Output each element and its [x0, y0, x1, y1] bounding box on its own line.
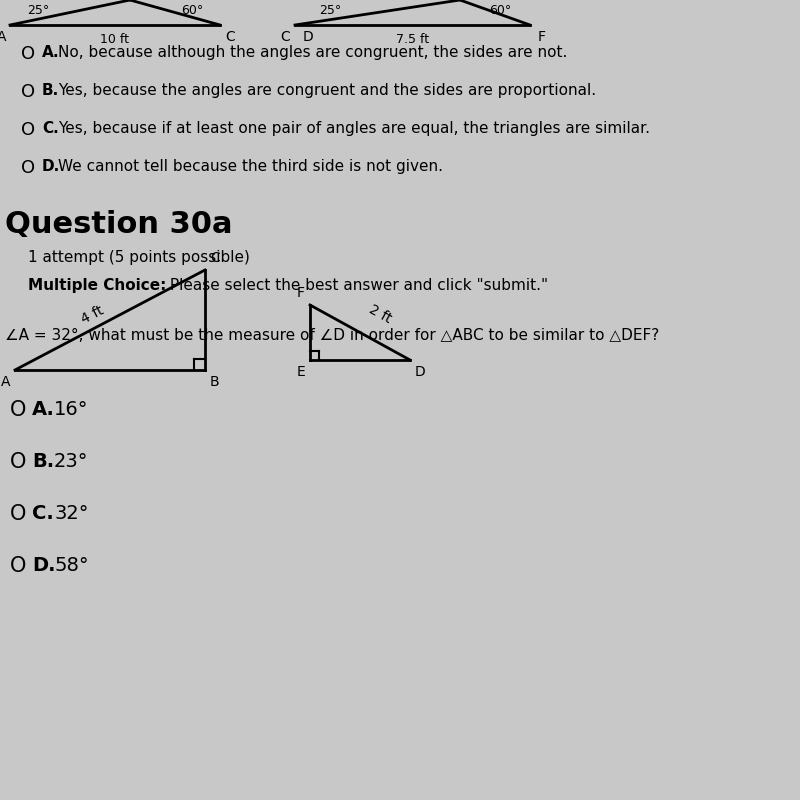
Text: B.: B. — [42, 83, 59, 98]
Text: 7.5 ft: 7.5 ft — [396, 33, 429, 46]
Text: O: O — [21, 159, 35, 177]
Text: O: O — [10, 400, 26, 420]
Text: D: D — [415, 365, 426, 379]
Text: E: E — [296, 365, 305, 379]
Text: 4 ft: 4 ft — [78, 303, 106, 326]
Text: C.: C. — [42, 121, 58, 136]
Text: 2 ft: 2 ft — [366, 302, 394, 326]
Text: 10 ft: 10 ft — [101, 33, 130, 46]
Text: 16°: 16° — [54, 400, 89, 419]
Text: D: D — [303, 30, 314, 44]
Text: O: O — [10, 556, 26, 576]
Text: Yes, because if at least one pair of angles are equal, the triangles are similar: Yes, because if at least one pair of ang… — [58, 121, 650, 136]
Text: O: O — [10, 452, 26, 472]
Text: We cannot tell because the third side is not given.: We cannot tell because the third side is… — [58, 159, 443, 174]
Text: Please select the best answer and click "submit.": Please select the best answer and click … — [165, 278, 548, 293]
Text: 25°: 25° — [27, 4, 49, 17]
Text: O: O — [21, 45, 35, 63]
Text: A.: A. — [42, 45, 60, 60]
Text: A: A — [0, 30, 6, 44]
Text: A.: A. — [32, 400, 55, 419]
Text: F: F — [538, 30, 546, 44]
Text: No, because although the angles are congruent, the sides are not.: No, because although the angles are cong… — [58, 45, 567, 60]
Text: F: F — [297, 286, 305, 300]
Text: ∠A = 32°, what must be the measure of ∠D in order for △ABC to be similar to △DEF: ∠A = 32°, what must be the measure of ∠D… — [5, 328, 659, 343]
Text: 32°: 32° — [54, 504, 89, 523]
Text: Yes, because the angles are congruent and the sides are proportional.: Yes, because the angles are congruent an… — [58, 83, 596, 98]
Text: C: C — [210, 251, 220, 265]
Text: O: O — [10, 504, 26, 524]
Text: B.: B. — [32, 452, 54, 471]
Text: A: A — [1, 375, 10, 389]
Text: 58°: 58° — [54, 556, 89, 575]
Text: C: C — [225, 30, 234, 44]
Text: B: B — [210, 375, 220, 389]
Text: O: O — [21, 83, 35, 101]
Text: 1 attempt (5 points possible): 1 attempt (5 points possible) — [28, 250, 250, 265]
Text: D.: D. — [42, 159, 60, 174]
Text: D.: D. — [32, 556, 55, 575]
Text: Question 30a: Question 30a — [5, 210, 233, 239]
Text: O: O — [21, 121, 35, 139]
Text: C.: C. — [32, 504, 54, 523]
Text: 23°: 23° — [54, 452, 89, 471]
Text: C: C — [280, 30, 290, 44]
Text: 60°: 60° — [489, 4, 511, 17]
Text: 25°: 25° — [319, 4, 341, 17]
Text: Multiple Choice:: Multiple Choice: — [28, 278, 166, 293]
Text: 60°: 60° — [181, 4, 203, 17]
